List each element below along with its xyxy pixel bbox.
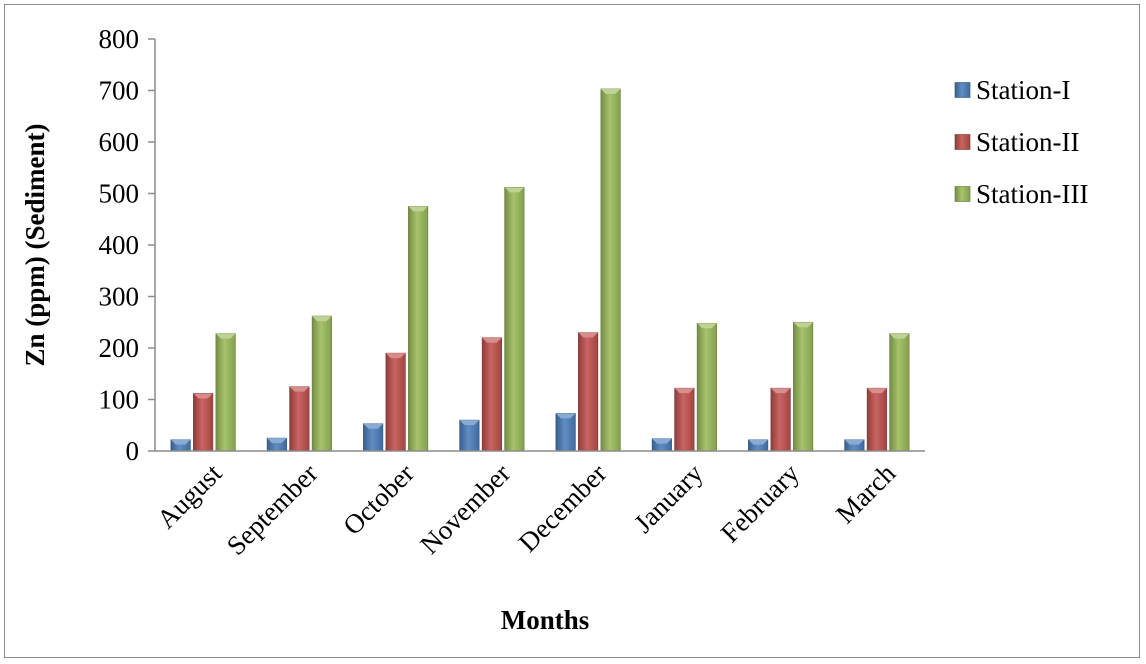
bar-cap [600,88,621,94]
legend-swatch [954,82,971,98]
bar-body [770,387,791,452]
y-tick-label: 800 [99,24,140,54]
bar-body [555,413,576,452]
bar-station-i-january [651,438,672,452]
bar-cap [844,439,865,445]
bar-body [866,387,887,452]
bar-body [408,206,429,452]
bar-station-i-september [266,437,287,452]
x-category-label: September [221,458,324,561]
bar-cap [312,316,332,322]
bar-cap [408,206,428,212]
legend: Station-I Station-II Station-III [954,75,1088,209]
bar-cap [867,388,887,394]
bar-station-ii-september [289,386,310,452]
x-category-label: August [151,458,228,535]
y-tick-label: 100 [99,385,140,415]
bar-station-iii-february [793,321,814,452]
bar-body [674,387,695,452]
y-ticks-group: 0 100 200 300 400 500 600 700 800 [99,24,155,466]
bar-cap [482,337,502,343]
x-category-label: February [715,458,805,548]
legend-item-station-iii: Station-III [954,179,1088,209]
bar-body [193,393,214,452]
chart-frame [4,4,1140,658]
bar-cap [170,439,191,445]
x-category-label: October [337,458,420,541]
bar-cap [363,423,383,429]
bar-station-iii-august [215,333,236,452]
bar-station-i-november [459,419,480,452]
x-category-label: December [513,458,613,558]
x-category-label: November [414,458,516,560]
y-tick-label: 600 [99,127,140,157]
bar-station-iii-december [600,88,621,452]
y-tick-label: 0 [126,436,140,466]
legend-label: Station-I [976,75,1071,105]
bar-station-iii-november [504,187,525,452]
bar-cap [652,438,672,444]
legend-label: Station-II [976,127,1079,157]
bars-group [170,88,910,452]
bar-cap [289,386,310,392]
bar-body [600,88,621,452]
bar-station-iii-march [889,333,910,452]
bar-station-ii-november [481,337,502,452]
legend-swatch [954,186,971,202]
bar-body [481,337,502,452]
bar-cap [267,438,287,444]
bar-body [504,187,525,452]
y-tick-label: 700 [99,76,140,106]
bar-body [311,315,332,452]
y-axis-title: Zn (ppm) (Sediment) [20,123,50,366]
bar-station-i-february [748,439,769,452]
bar-station-ii-october [385,352,406,452]
bar-cap [889,333,910,339]
bar-station-i-december [555,413,576,452]
bar-cap [504,187,525,193]
bar-body [289,386,310,452]
y-tick-label: 500 [99,179,140,209]
bar-cap [385,353,406,359]
bar-cap [578,332,598,338]
y-tick-label: 300 [99,282,140,312]
bar-station-i-october [363,423,384,452]
bar-body [578,332,599,452]
bar-cap [793,322,813,328]
bar-cap [555,413,576,419]
bar-cap [674,388,695,394]
bar-cap [748,439,768,445]
y-tick-label: 400 [99,230,140,260]
legend-swatch [954,134,971,150]
x-axis-title: Months [501,605,590,635]
bar-station-iii-september [311,315,332,452]
bar-station-ii-august [193,393,214,452]
bar-body [889,333,910,452]
bar-body [385,352,406,452]
bar-station-ii-december [578,332,599,452]
bar-cap [770,388,791,394]
bar-cap [459,420,480,426]
bar-station-i-august [170,439,191,452]
bar-station-ii-january [674,387,695,452]
bar-station-iii-october [408,206,429,452]
y-tick-label: 200 [99,333,140,363]
x-category-label: January [628,458,709,539]
bar-cap [697,323,717,329]
bar-station-i-march [844,439,865,452]
bar-station-iii-january [696,322,717,452]
legend-label: Station-III [976,179,1088,209]
bar-cap [215,333,236,339]
bar-station-ii-march [866,387,887,452]
bar-station-ii-february [770,387,791,452]
bar-cap [193,393,213,399]
bar-body [215,333,236,452]
bar-body [696,322,717,452]
legend-item-station-i: Station-I [954,75,1071,105]
bar-body [793,321,814,452]
x-category-label: March [830,458,901,529]
legend-item-station-ii: Station-II [954,127,1079,157]
